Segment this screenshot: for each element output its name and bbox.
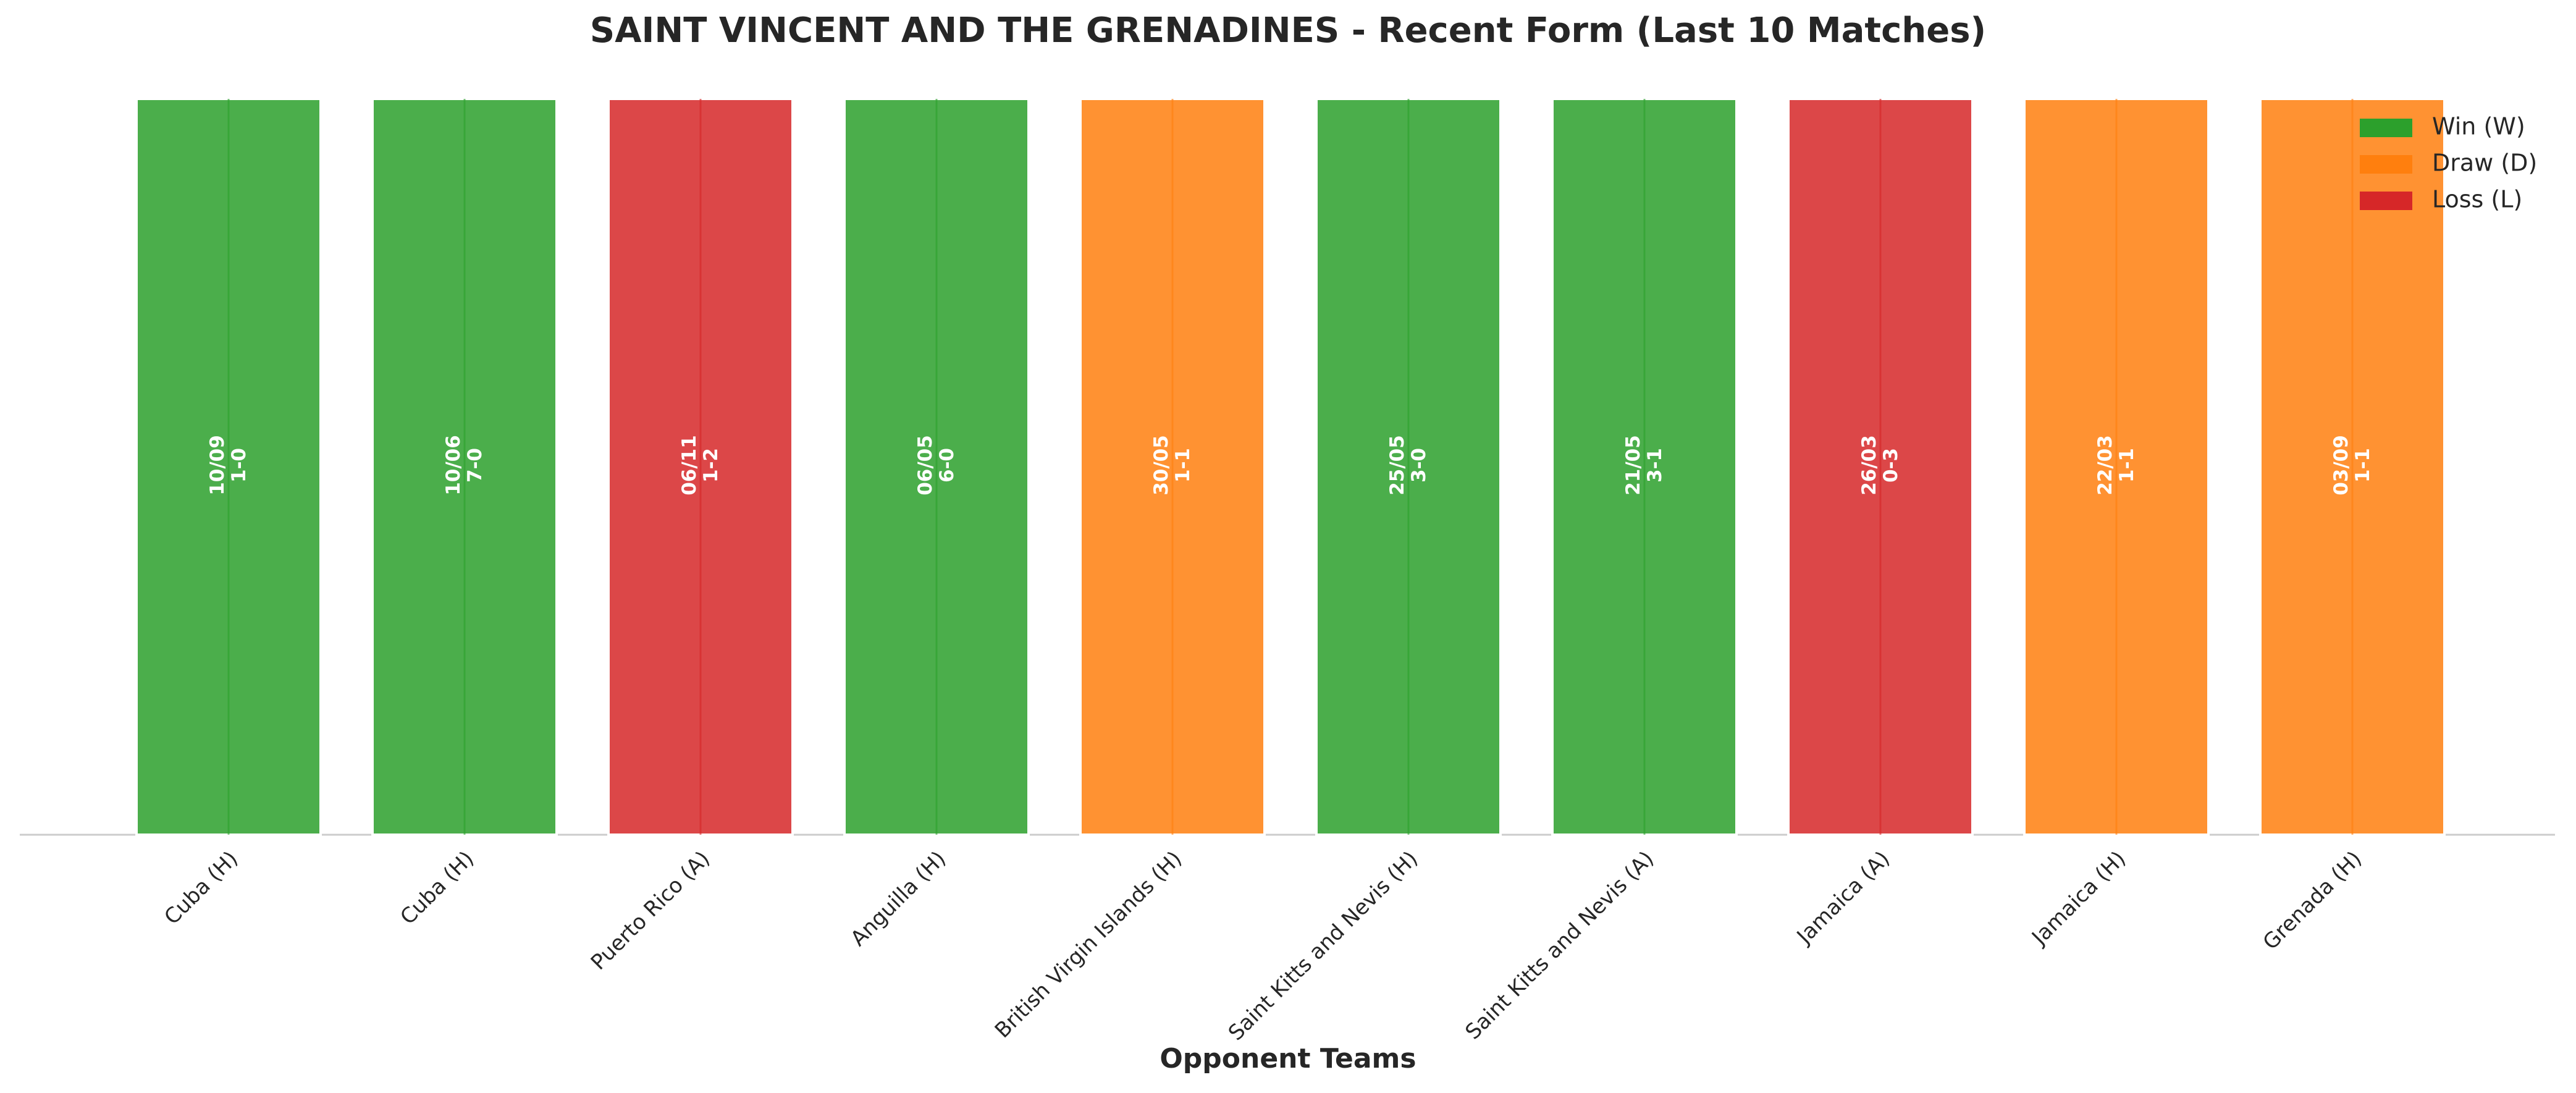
- bar-label: 03/091-1: [2330, 435, 2374, 496]
- bar-label-date: 03/09: [2330, 435, 2352, 496]
- x-tick-label: Jamaica (H): [2026, 846, 2131, 951]
- bar-label-score: 3-0: [1408, 448, 1430, 483]
- bar-label-score: 1-1: [2116, 448, 2138, 483]
- x-tick-label: Puerto Rico (A): [586, 846, 715, 975]
- bar-label-score: 1-1: [2352, 448, 2374, 483]
- x-tick-label: British Virgin Islands (H): [990, 846, 1187, 1043]
- bar-label-score: 6-0: [936, 448, 958, 483]
- chart-title: SAINT VINCENT AND THE GRENADINES - Recen…: [590, 11, 1986, 51]
- bar-label: 22/031-1: [2094, 435, 2138, 496]
- bar-label-score: 3-1: [1644, 448, 1666, 483]
- bar-label: 21/053-1: [1622, 435, 1666, 496]
- bar-label-date: 26/03: [1858, 435, 1880, 496]
- bar-label-date: 22/03: [2094, 435, 2116, 496]
- bar-label-date: 30/05: [1150, 435, 1172, 496]
- x-tick-label: Grenada (H): [2258, 846, 2367, 955]
- x-axis-label: Opponent Teams: [1160, 1043, 1416, 1074]
- bar-label-score: 1-0: [228, 448, 250, 483]
- x-tick-label: Anguilla (H): [846, 846, 951, 952]
- bar-label-date: 06/05: [914, 435, 937, 496]
- bar-label: 10/091-0: [206, 435, 250, 496]
- bar-label-score: 0-3: [1880, 448, 1902, 483]
- legend-label: Draw (D): [2432, 150, 2537, 177]
- bar-label: 06/056-0: [914, 435, 958, 496]
- legend-swatch: [2360, 155, 2412, 174]
- bar-label-score: 7-0: [464, 448, 486, 483]
- bar-label: 26/030-3: [1858, 435, 1902, 496]
- legend-label: Loss (L): [2432, 186, 2522, 213]
- x-tick-label: Saint Kitts and Nevis (A): [1460, 846, 1659, 1045]
- bar-label-score: 1-1: [1172, 448, 1194, 483]
- legend-label: Win (W): [2432, 113, 2525, 140]
- bar-label-score: 1-2: [700, 448, 722, 483]
- bar-label-date: 06/11: [678, 435, 701, 496]
- legend-swatch: [2360, 119, 2412, 137]
- bar-label: 10/067-0: [442, 435, 486, 496]
- bar-label: 30/051-1: [1150, 435, 1194, 496]
- legend-swatch: [2360, 192, 2412, 210]
- x-tick-label: Jamaica (A): [1791, 846, 1895, 950]
- x-tick-label: Saint Kitts and Nevis (H): [1224, 846, 1423, 1045]
- x-tick-label: Cuba (H): [395, 846, 479, 930]
- bar-label-date: 25/05: [1386, 435, 1408, 496]
- bar-label-date: 10/06: [442, 435, 465, 496]
- bar-label-date: 10/09: [206, 435, 229, 496]
- x-tick-label: Cuba (H): [159, 846, 243, 930]
- bar-label-date: 21/05: [1622, 435, 1644, 496]
- bar-label: 25/053-0: [1386, 435, 1430, 496]
- bar-label: 06/111-2: [678, 435, 722, 496]
